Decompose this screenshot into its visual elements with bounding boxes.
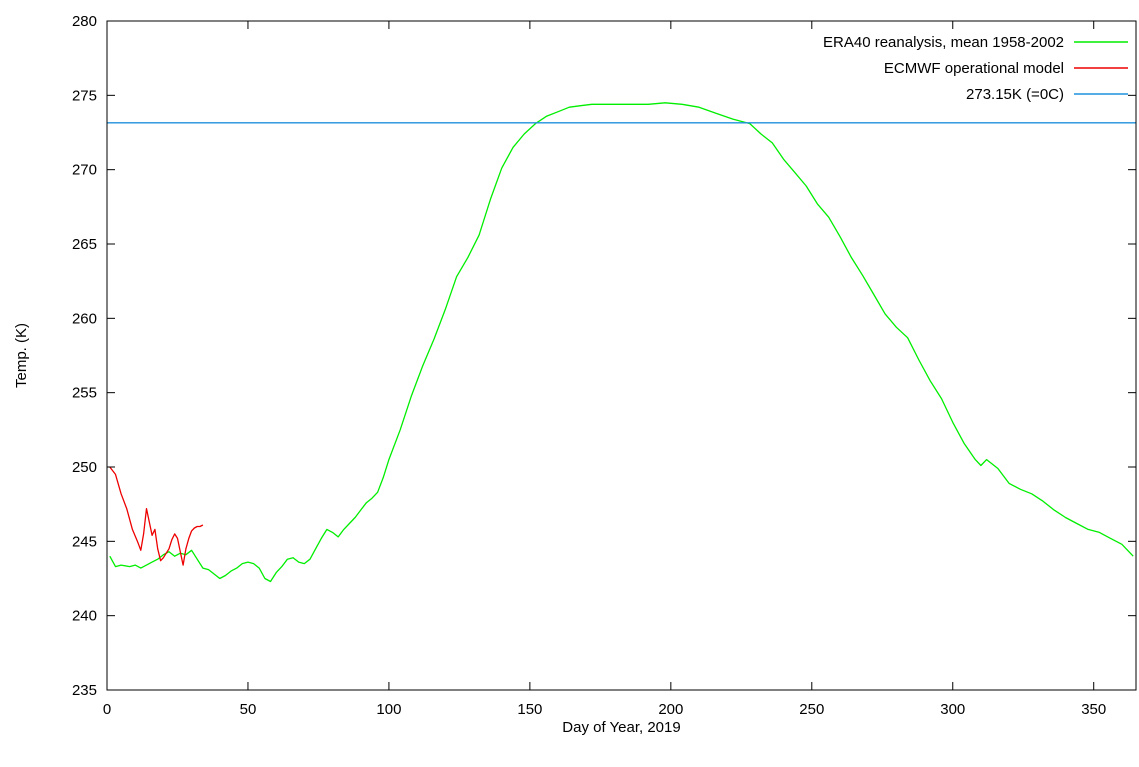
legend: ERA40 reanalysis, mean 1958-2002 ECMWF op… bbox=[823, 34, 1128, 103]
x-tick-label: 150 bbox=[517, 701, 542, 718]
x-tick-label: 100 bbox=[376, 701, 401, 718]
y-axis-label: Temp. (K) bbox=[13, 323, 30, 388]
y-tick-label: 250 bbox=[72, 459, 97, 476]
y-tick-label: 235 bbox=[72, 682, 97, 699]
x-tick-label: 300 bbox=[940, 701, 965, 718]
plot-frame bbox=[106, 20, 1137, 691]
legend-label-2: ECMWF operational model bbox=[884, 60, 1064, 77]
y-tick-label: 240 bbox=[72, 608, 97, 625]
x-tick-label: 350 bbox=[1081, 701, 1106, 718]
series-line-2 bbox=[109, 466, 204, 566]
y-tick-label: 270 bbox=[72, 162, 97, 179]
y-tick-label: 265 bbox=[72, 236, 97, 253]
y-tick-label: 245 bbox=[72, 533, 97, 550]
x-tick-label: 50 bbox=[240, 701, 257, 718]
x-tick-label: 0 bbox=[103, 701, 111, 718]
y-tick-label: 275 bbox=[72, 87, 97, 104]
y-tick-label: 280 bbox=[72, 13, 97, 30]
legend-label-3: 273.15K (=0C) bbox=[966, 86, 1064, 103]
plot-area bbox=[107, 21, 1136, 690]
x-tick-label: 250 bbox=[799, 701, 824, 718]
legend-label-1: ERA40 reanalysis, mean 1958-2002 bbox=[823, 34, 1064, 51]
x-tick-label: 200 bbox=[658, 701, 683, 718]
y-tick-label: 260 bbox=[72, 310, 97, 327]
x-axis-label: Day of Year, 2019 bbox=[562, 719, 680, 736]
series-line-1 bbox=[109, 102, 1134, 583]
plot-background bbox=[107, 21, 1136, 690]
y-tick-label: 255 bbox=[72, 385, 97, 402]
series-layer bbox=[107, 102, 1136, 583]
axes-layer: 0 50 100 150 200 250 300 350 235 240 245 250 255 260 2… bbox=[72, 13, 1137, 718]
